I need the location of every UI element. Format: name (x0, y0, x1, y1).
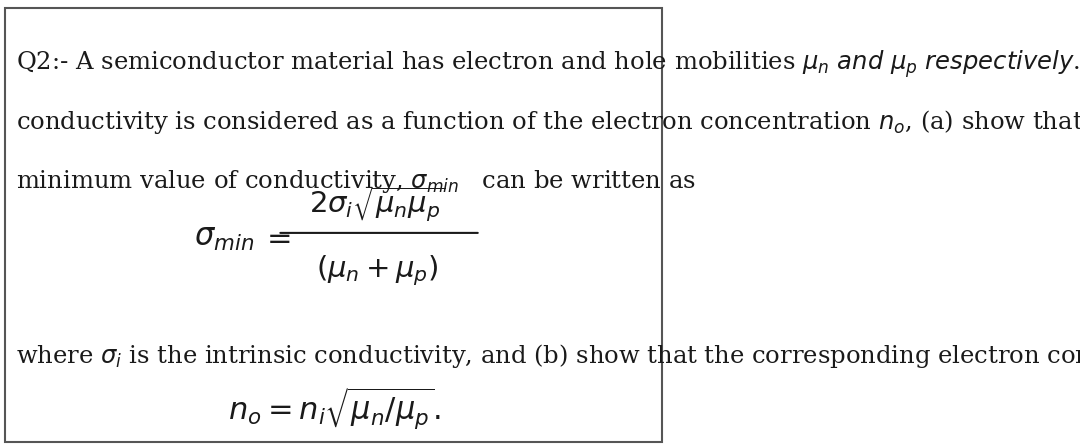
Text: Q2:- A semiconductor material has electron and hole mobilities $\mu_n$ $and$ $\m: Q2:- A semiconductor material has electr… (16, 48, 1080, 80)
Text: conductivity is considered as a function of the electron concentration $n_o$, (a: conductivity is considered as a function… (16, 108, 1080, 136)
FancyBboxPatch shape (4, 8, 662, 442)
Text: $n_o = n_i\sqrt{\mu_n/\mu_p}.$: $n_o = n_i\sqrt{\mu_n/\mu_p}.$ (228, 386, 441, 432)
Text: minimum value of conductivity, $\sigma_{min}$   can be written as: minimum value of conductivity, $\sigma_{… (16, 168, 696, 195)
Text: $\sigma_{min}$: $\sigma_{min}$ (194, 222, 254, 253)
Text: $2\sigma_i\sqrt{\mu_n\mu_p}$: $2\sigma_i\sqrt{\mu_n\mu_p}$ (309, 184, 446, 224)
Text: $(\mu_n + \mu_p)$: $(\mu_n + \mu_p)$ (316, 254, 438, 288)
Text: where $\sigma_i$ is the intrinsic conductivity, and (b) show that the correspond: where $\sigma_i$ is the intrinsic conduc… (16, 342, 1080, 370)
Text: $=$: $=$ (261, 222, 292, 253)
